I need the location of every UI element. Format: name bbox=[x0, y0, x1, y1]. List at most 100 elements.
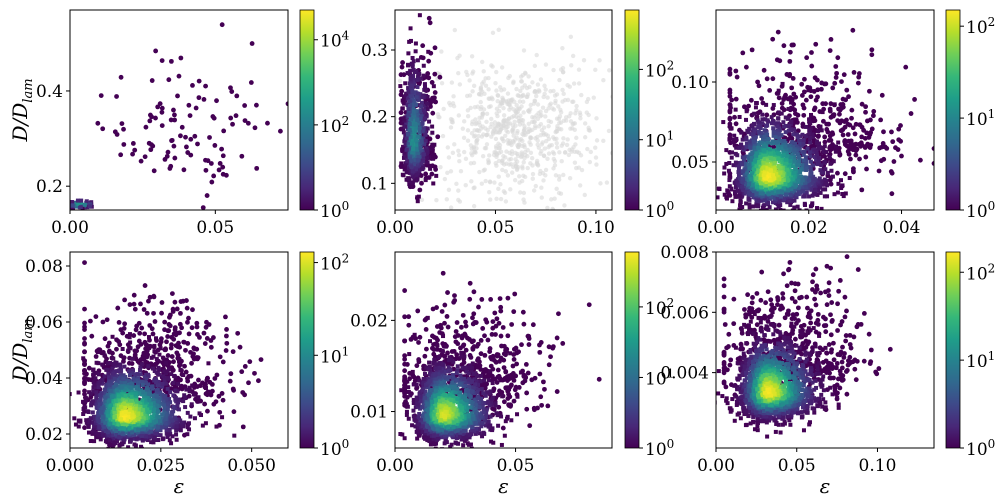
data-point bbox=[200, 205, 206, 210]
hexbin-cell bbox=[793, 194, 798, 199]
hexbin-cell bbox=[763, 146, 768, 151]
data-point bbox=[209, 179, 215, 185]
hexbin-cell bbox=[111, 356, 116, 361]
hexbin-cell bbox=[721, 120, 726, 125]
hexbin-cell bbox=[758, 148, 763, 153]
data-point bbox=[249, 41, 255, 46]
hexbin-cell bbox=[408, 171, 413, 176]
hexbin-cell bbox=[744, 117, 749, 122]
hexbin-cell bbox=[730, 140, 735, 145]
background-point bbox=[439, 49, 444, 54]
data-point bbox=[931, 161, 934, 166]
background-point bbox=[594, 138, 600, 143]
data-point bbox=[816, 133, 821, 139]
data-point bbox=[426, 175, 432, 180]
hexbin-cell bbox=[421, 108, 426, 113]
hexbin-cell bbox=[417, 71, 422, 76]
hexbin-cell bbox=[407, 39, 412, 44]
hexbin-cell bbox=[413, 128, 418, 133]
background-point bbox=[562, 203, 567, 208]
background-point bbox=[567, 84, 572, 89]
data-point bbox=[749, 47, 755, 53]
background-point bbox=[541, 125, 547, 130]
hexbin-cell bbox=[766, 171, 771, 176]
data-point bbox=[433, 167, 439, 172]
data-point bbox=[870, 113, 876, 119]
hexbin-cell bbox=[747, 202, 752, 207]
hexbin-cell bbox=[157, 352, 162, 357]
hexbin-cell bbox=[185, 425, 190, 430]
data-point bbox=[727, 109, 733, 115]
hexbin-cell bbox=[181, 373, 186, 378]
background-point bbox=[552, 93, 558, 98]
background-point bbox=[462, 149, 467, 155]
data-point bbox=[157, 101, 163, 107]
background-point bbox=[552, 136, 557, 142]
data-point bbox=[881, 129, 886, 135]
hexbin-cell bbox=[114, 369, 119, 374]
background-point bbox=[577, 183, 583, 188]
data-point bbox=[742, 104, 747, 110]
background-point bbox=[508, 187, 513, 192]
hexbin-cell bbox=[407, 152, 412, 157]
data-point bbox=[863, 154, 869, 160]
hexbin-cell bbox=[792, 150, 797, 155]
data-point bbox=[121, 126, 126, 132]
background-point bbox=[563, 150, 568, 155]
background-point bbox=[554, 145, 560, 150]
data-point bbox=[104, 356, 109, 362]
hexbin-cell bbox=[822, 194, 827, 199]
hexbin-cell bbox=[410, 73, 415, 78]
background-point bbox=[456, 148, 461, 154]
hexbin-cell bbox=[829, 168, 834, 173]
hexbin-cell bbox=[750, 192, 755, 197]
data-point bbox=[733, 96, 739, 102]
hexbin-cell bbox=[780, 165, 785, 170]
background-point bbox=[486, 87, 491, 92]
hexbin-cell bbox=[413, 49, 418, 54]
data-point bbox=[783, 92, 788, 98]
background-point bbox=[510, 170, 515, 175]
background-point bbox=[528, 161, 533, 166]
data-point bbox=[400, 60, 405, 65]
background-point bbox=[501, 139, 506, 144]
background-point bbox=[452, 27, 458, 33]
data-point bbox=[842, 171, 848, 177]
data-point bbox=[205, 408, 210, 414]
data-point bbox=[879, 92, 885, 98]
background-point bbox=[463, 182, 468, 188]
background-point bbox=[486, 160, 491, 166]
background-point bbox=[553, 173, 559, 178]
data-point bbox=[121, 142, 127, 147]
data-point bbox=[197, 334, 202, 340]
hexbin-cell bbox=[407, 70, 412, 75]
data-point bbox=[776, 95, 782, 101]
hexbin-cell bbox=[790, 198, 795, 203]
hexbin-cell bbox=[760, 112, 765, 117]
data-point bbox=[178, 55, 184, 61]
data-point bbox=[237, 344, 243, 350]
hexbin-cell bbox=[778, 194, 783, 199]
data-point bbox=[166, 77, 172, 83]
hexbin-cell bbox=[790, 140, 795, 145]
hexbin-cell bbox=[737, 114, 742, 119]
hexbin-cell bbox=[408, 160, 413, 165]
data-point bbox=[82, 340, 87, 346]
hexbin-cell bbox=[788, 192, 793, 197]
background-point bbox=[518, 136, 524, 142]
background-point bbox=[579, 167, 585, 173]
background-point bbox=[478, 85, 484, 90]
hexbin-cell bbox=[413, 158, 418, 163]
background-point bbox=[558, 107, 563, 113]
hexbin-cell bbox=[739, 162, 744, 167]
background-point bbox=[498, 127, 503, 132]
data-point bbox=[233, 113, 239, 119]
hexbin-cell bbox=[413, 126, 418, 131]
background-point bbox=[561, 118, 567, 123]
data-point bbox=[158, 336, 164, 342]
hexbin-cell bbox=[722, 192, 727, 197]
data-point bbox=[258, 357, 264, 363]
background-point bbox=[515, 153, 521, 159]
hexbin-cell bbox=[400, 147, 405, 152]
hexbin-cell bbox=[764, 130, 769, 135]
